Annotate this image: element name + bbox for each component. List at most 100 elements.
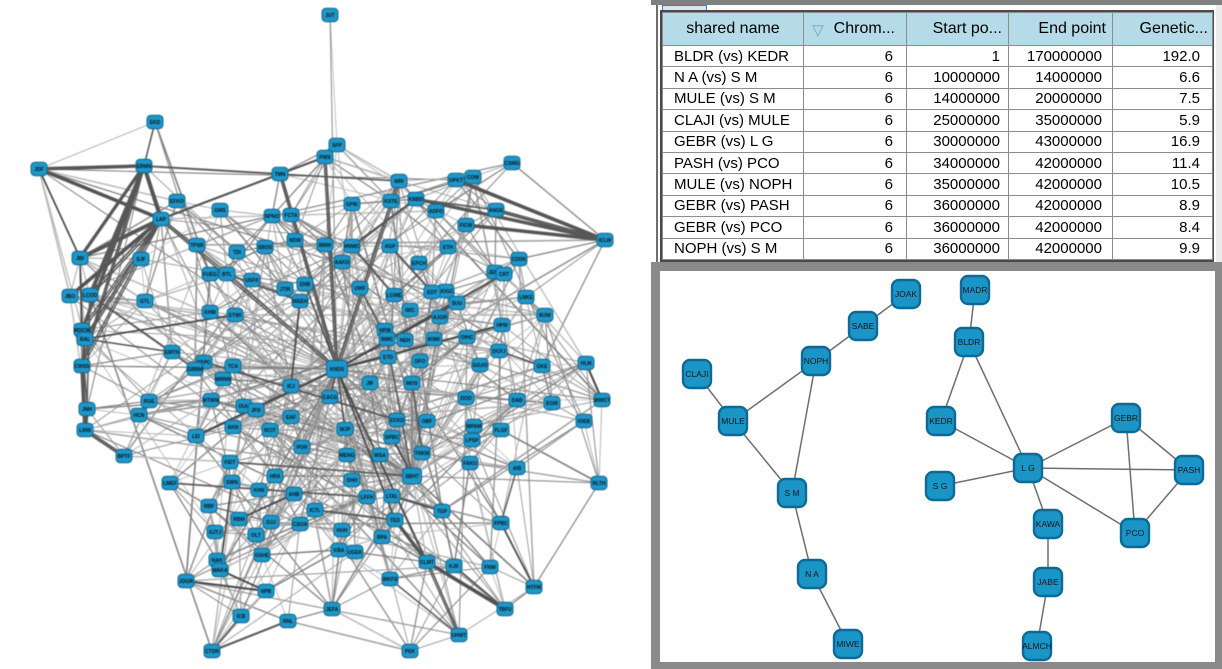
svg-text:LTAL: LTAL	[386, 494, 398, 500]
svg-text:WJP: WJP	[340, 427, 352, 433]
svg-text:DOD: DOD	[460, 396, 472, 402]
svg-text:BLDR: BLDR	[958, 337, 981, 347]
svg-text:SBOS: SBOS	[258, 245, 273, 251]
svg-text:CDDK: CDDK	[512, 257, 527, 263]
svg-text:IWC: IWC	[405, 308, 415, 314]
svg-text:IKMK: IKMK	[428, 337, 441, 343]
svg-text:BPTF: BPTF	[117, 454, 130, 460]
svg-text:UHWT: UHWT	[452, 633, 467, 639]
svg-text:SBHT: SBHT	[405, 474, 419, 480]
svg-text:MOCW: MOCW	[74, 328, 91, 334]
svg-text:HNWC: HNWC	[344, 244, 360, 250]
svg-text:HCN: HCN	[134, 413, 145, 419]
svg-text:UWF: UWF	[354, 286, 365, 292]
svg-text:USFK: USFK	[245, 278, 259, 284]
svg-text:AGP: AGP	[385, 244, 397, 250]
svg-text:UGEK: UGEK	[348, 550, 363, 556]
svg-text:GMS: GMS	[214, 208, 226, 214]
svg-text:BTL: BTL	[222, 272, 232, 278]
svg-text:WKFS: WKFS	[383, 577, 398, 583]
svg-text:SFPC: SFPC	[197, 360, 211, 366]
svg-text:CLAJI: CLAJI	[685, 369, 708, 379]
svg-text:MENG: MENG	[340, 453, 355, 459]
svg-text:CACG: CACG	[323, 395, 338, 401]
svg-text:WWCT: WWCT	[594, 398, 610, 404]
svg-text:UOGC: UOGC	[439, 289, 454, 295]
svg-text:MRI: MRI	[394, 179, 404, 185]
svg-text:OJJ: OJJ	[266, 520, 276, 526]
svg-text:EAF: EAF	[286, 415, 296, 421]
svg-text:DAB: DAB	[512, 398, 523, 404]
svg-text:COW: COW	[467, 175, 480, 181]
svg-text:CTDR: CTDR	[205, 649, 219, 655]
svg-text:S M: S M	[784, 488, 799, 498]
svg-text:JOAK: JOAK	[895, 289, 918, 299]
svg-text:TCA: TCA	[228, 364, 239, 370]
svg-text:JDGR: JDGR	[179, 579, 193, 585]
svg-text:ICLW: ICLW	[599, 238, 612, 244]
svg-text:OBF: OBF	[422, 419, 433, 425]
svg-text:FPBC: FPBC	[494, 521, 508, 527]
svg-text:ETD: ETD	[383, 355, 393, 361]
svg-text:AAKD: AAKD	[335, 260, 350, 266]
svg-text:RPA: RPA	[377, 535, 388, 541]
svg-text:JFD: JFD	[251, 408, 261, 414]
svg-text:LFFH: LFFH	[361, 495, 374, 501]
svg-text:OIHC: OIHC	[461, 335, 474, 341]
svg-text:DHH: DHH	[347, 478, 358, 484]
svg-text:JEFA: JEFA	[326, 607, 339, 613]
svg-text:WSA: WSA	[374, 453, 386, 459]
svg-text:LRRI: LRRI	[79, 428, 91, 434]
svg-text:HTFM: HTFM	[527, 585, 541, 591]
svg-text:MADR: MADR	[962, 285, 987, 295]
svg-text:AIB: AIB	[513, 466, 522, 472]
svg-text:TGP: TGP	[437, 509, 448, 515]
svg-text:GBBM: GBBM	[187, 367, 202, 373]
svg-text:SFP: SFP	[332, 143, 342, 149]
svg-text:EMTN: EMTN	[165, 350, 180, 356]
svg-text:GOJO: GOJO	[473, 363, 488, 369]
svg-text:JABE: JABE	[1037, 577, 1059, 587]
svg-text:ERMN: ERMN	[137, 164, 152, 170]
svg-text:AJGR: AJGR	[433, 315, 447, 321]
svg-text:KHN: KHN	[254, 488, 265, 494]
svg-text:FLGF: FLGF	[494, 428, 507, 434]
svg-text:EGM: EGM	[546, 401, 557, 407]
svg-text:JEME: JEME	[488, 270, 502, 276]
svg-text:N A: N A	[805, 569, 819, 579]
svg-text:JIF: JIF	[366, 381, 373, 387]
svg-text:ETWI: ETWI	[229, 313, 242, 319]
svg-text:JTIR: JTIR	[280, 287, 291, 293]
svg-text:JBI: JBI	[76, 256, 84, 262]
svg-text:EFKO: EFKO	[170, 199, 184, 205]
svg-text:LAP: LAP	[156, 217, 167, 223]
svg-text:EKD: EKD	[150, 120, 161, 126]
svg-text:RCIT: RCIT	[264, 428, 276, 434]
svg-text:HRA: HRA	[270, 474, 281, 480]
svg-text:POR: POR	[297, 445, 308, 451]
svg-text:ECKD: ECKD	[390, 418, 405, 424]
svg-text:HLM: HLM	[581, 361, 592, 367]
svg-text:KSTE: KSTE	[384, 199, 398, 205]
svg-text:TPSR: TPSR	[190, 243, 204, 249]
svg-text:FIDT: FIDT	[224, 460, 235, 466]
svg-text:ICJ: ICJ	[287, 384, 295, 390]
svg-text:RBF: RBF	[204, 504, 214, 510]
svg-text:KAWA: KAWA	[1036, 519, 1061, 529]
svg-text:KBA: KBA	[334, 548, 345, 554]
svg-text:ICTL: ICTL	[309, 508, 320, 514]
svg-text:CRT: CRT	[499, 272, 509, 278]
svg-text:KBBD: KBBD	[409, 197, 424, 203]
svg-text:GJTJ: GJTJ	[209, 530, 222, 536]
svg-text:PWS: PWS	[319, 155, 331, 161]
svg-text:LNKE: LNKE	[519, 295, 533, 301]
svg-text:CSMG: CSMG	[505, 161, 520, 167]
svg-text:RLTH: RLTH	[593, 481, 606, 487]
svg-text:LMEF: LMEF	[163, 481, 177, 487]
svg-text:JBO: JBO	[65, 294, 75, 300]
svg-text:MOS: MOS	[406, 381, 418, 387]
svg-text:AHB: AHB	[289, 492, 300, 498]
svg-text:BMW: BMW	[319, 243, 332, 249]
svg-text:L G: L G	[1021, 463, 1034, 473]
svg-text:AKN: AKN	[228, 425, 239, 431]
